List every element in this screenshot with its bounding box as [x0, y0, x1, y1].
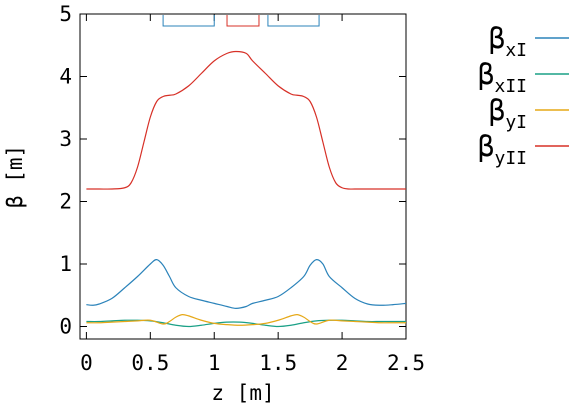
series-line-beta-xi	[86, 259, 407, 309]
legend-entry-label: βxI	[488, 22, 527, 61]
plot-frame	[79, 13, 407, 340]
x-tick-label: 2.5	[387, 351, 425, 375]
element-marker	[226, 15, 260, 27]
legend-entry-label: βyI	[488, 94, 527, 133]
legend-entry-label: βyII	[478, 130, 527, 169]
x-tick-label: 1	[208, 351, 221, 375]
element-marker	[162, 15, 215, 27]
x-tick-label: 2	[336, 351, 349, 375]
y-tick-label: 5	[59, 2, 72, 26]
y-tick-label: 2	[59, 190, 72, 214]
series-line-beta-yii	[86, 50, 406, 190]
element-markers	[162, 15, 320, 27]
plot-border	[79, 13, 407, 340]
y-axis-label: β [m]	[3, 145, 27, 208]
x-tick-label: 0	[80, 351, 93, 375]
x-tick-label: 0.5	[131, 351, 169, 375]
element-marker	[267, 15, 320, 27]
series-lines	[86, 50, 407, 328]
y-tick-label: 0	[59, 315, 72, 339]
y-tick-label: 3	[59, 127, 72, 151]
x-axis-label: z [m]	[211, 381, 274, 405]
y-tick-label: 1	[59, 252, 72, 276]
y-tick-label: 4	[59, 65, 72, 89]
x-tick-label: 1.5	[259, 351, 297, 375]
axis-ticks: 0 0.5 1 1.5 2 2.5 0 1 2 3 4 5	[59, 2, 425, 375]
legend-entry-label: βxII	[478, 58, 527, 97]
series-line-beta-yi	[86, 313, 406, 326]
